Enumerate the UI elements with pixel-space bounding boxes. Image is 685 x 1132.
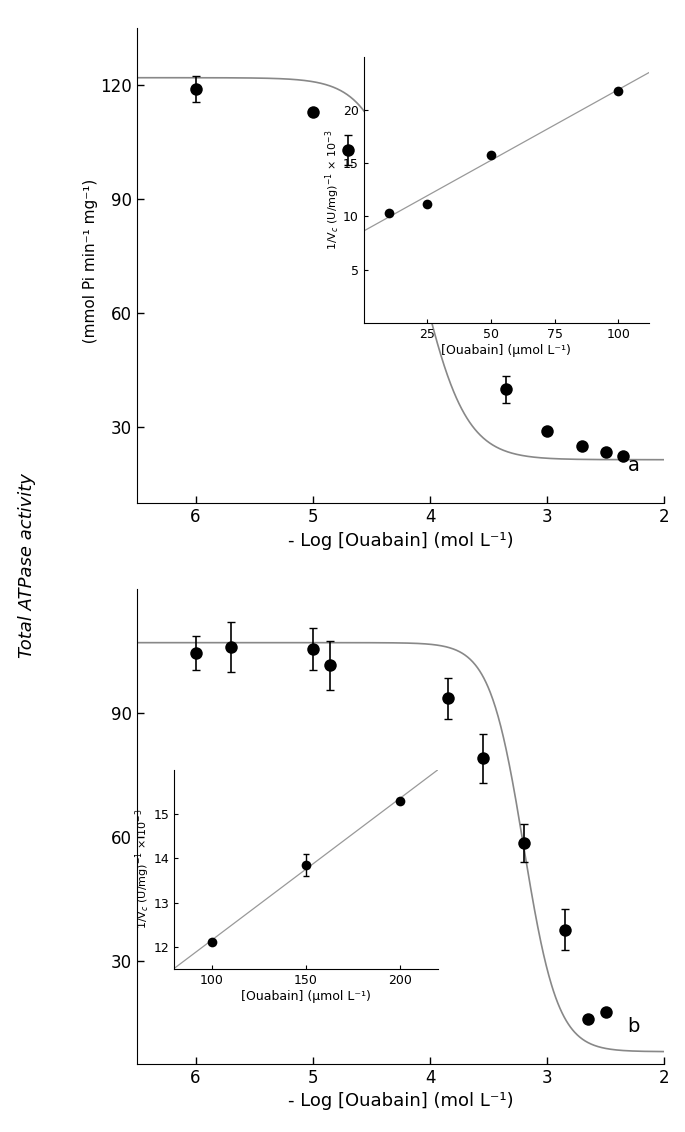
X-axis label: - Log [Ouabain] (mol L⁻¹): - Log [Ouabain] (mol L⁻¹) [288,532,514,550]
Y-axis label:   (mmol Pi min⁻¹ mg⁻¹): (mmol Pi min⁻¹ mg⁻¹) [83,179,97,353]
Text: b: b [627,1017,640,1036]
X-axis label: - Log [Ouabain] (mol L⁻¹): - Log [Ouabain] (mol L⁻¹) [288,1092,514,1110]
Text: a: a [627,456,639,475]
Text: Total ATPase activity: Total ATPase activity [18,473,36,659]
